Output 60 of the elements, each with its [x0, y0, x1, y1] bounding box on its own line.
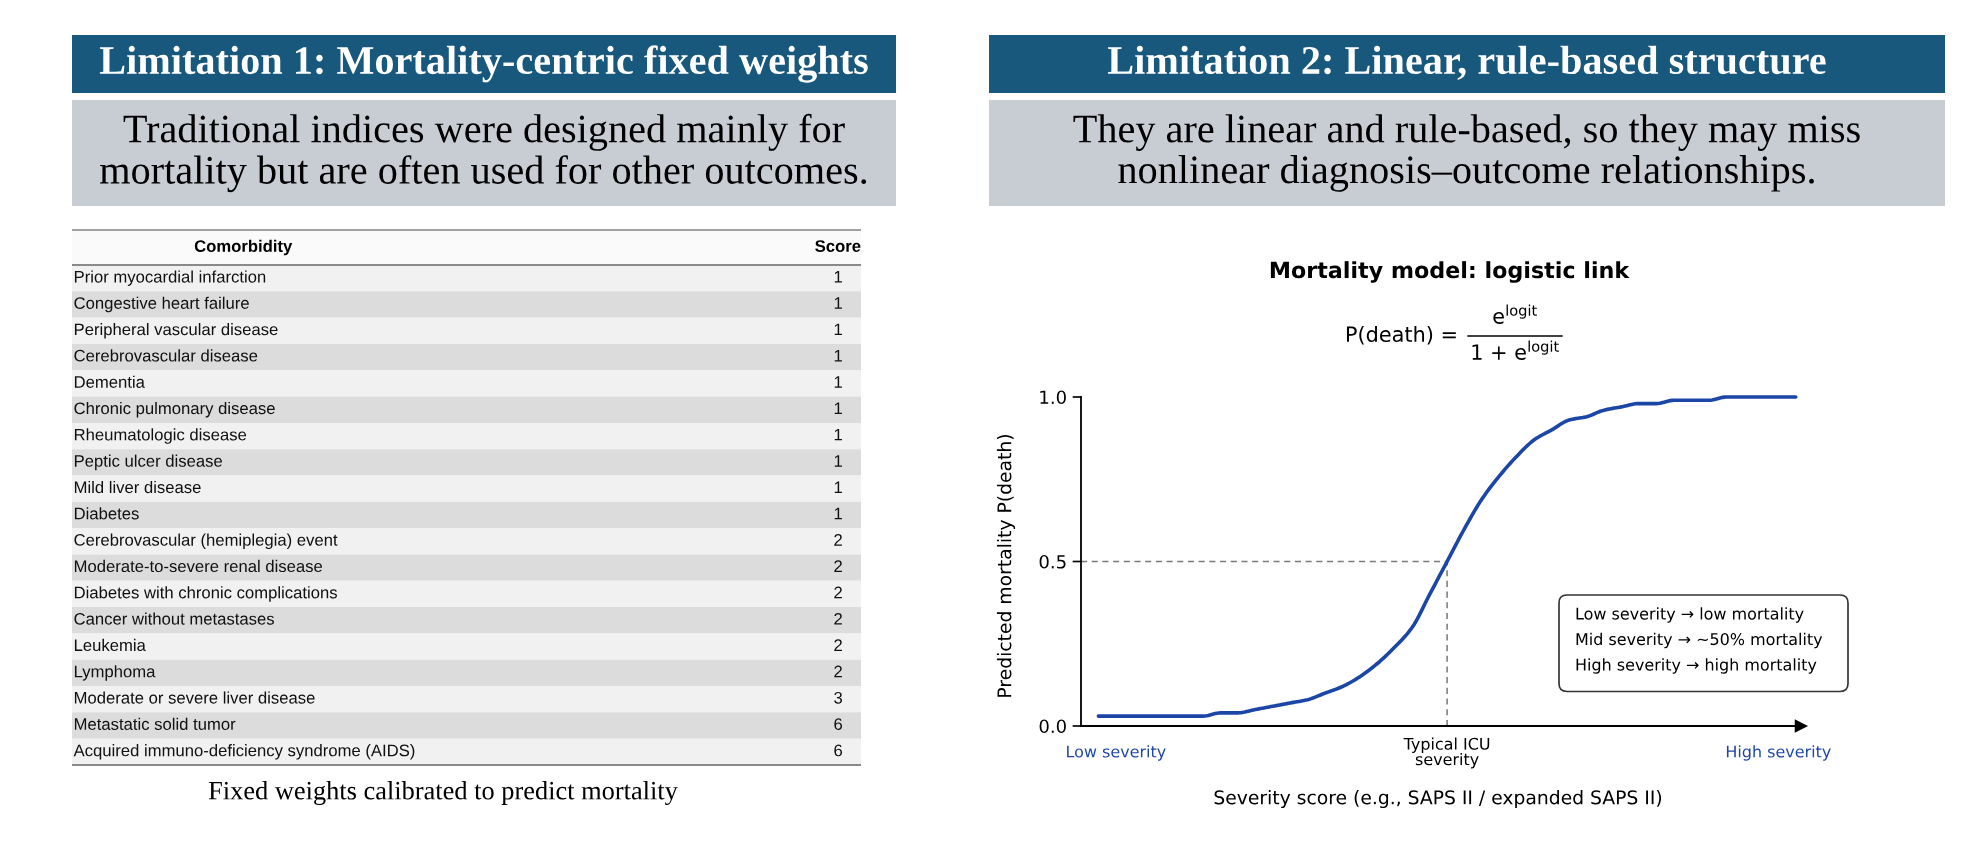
category-label: Diabetes [74, 507, 139, 520]
chart-subtitle: They are linear and rule-based, so they may miss nonlinear diagnosis–outcome relationships. [1073, 114, 1860, 192]
text: e$^{logit}$ [1493, 304, 1537, 324]
data-label: 3 [834, 691, 843, 704]
category-label: Leukemia [74, 638, 146, 652]
data-label: 1 [834, 455, 842, 467]
category-label: Acquired immuno-deficiency syndrome (AIDS) [73, 744, 415, 760]
text: P(death) = [1346, 325, 1456, 345]
y-tick-label: 1.0 [1040, 390, 1066, 405]
data-label: 2 [834, 560, 842, 572]
category-label: Mild liver disease [74, 480, 201, 494]
text: Mortality model: logistic link [1270, 261, 1630, 283]
data-label: 2 [834, 612, 842, 625]
category-label: Lymphoma [74, 665, 156, 681]
text: Score [815, 240, 861, 252]
data-label: 1 [834, 428, 842, 441]
category-label: Moderate-to-severe renal disease [74, 559, 323, 573]
y-tick-label: 0.5 [1039, 554, 1066, 569]
category-label: Cerebrovascular disease [74, 349, 258, 362]
category-label: Metastatic solid tumor [74, 717, 236, 730]
category-label: Rheumatologic disease [74, 428, 247, 444]
data-label: 1 [834, 376, 842, 388]
annotation: Mid severity → ~50% mortality [1576, 632, 1823, 649]
category-label: Diabetes with chronic complications [74, 586, 337, 602]
x-tick-label: High severity [1726, 745, 1831, 761]
data-label: 1 [834, 402, 842, 415]
text: Traditional indices were designed mainly for mortality but are often used for other outcomes. [100, 113, 867, 193]
category-label: Peripheral vascular disease [74, 323, 278, 339]
data-label: 1 [834, 323, 842, 336]
data-label: 2 [834, 533, 842, 546]
chart-title: Limitation 2: Linear, rule-based structure [1107, 45, 1826, 80]
data-label: 1 [834, 271, 842, 283]
text: Comorbidity [194, 239, 293, 256]
category-label: Moderate or severe liver disease [74, 691, 315, 704]
data-label: 1 [834, 349, 842, 362]
annotation: High severity → high mortality [1576, 658, 1817, 674]
data-label: 2 [834, 586, 842, 599]
y-tick-label: 0.0 [1039, 719, 1066, 734]
category-label: Dementia [74, 375, 145, 388]
category-label: Chronic pulmonary disease [74, 401, 275, 418]
data-label: 1 [834, 481, 842, 493]
data-label: 6 [834, 744, 843, 757]
annotation: Low severity → low mortality [1576, 607, 1804, 623]
category-label: Congestive heart failure [74, 296, 249, 313]
y-axis-title: Predicted mortality P(death) [996, 435, 1016, 697]
text: 1 + e$^{logit}$ [1472, 340, 1559, 360]
data-label: 2 [834, 665, 842, 678]
data-label: 1 [834, 507, 842, 520]
data-label: 6 [834, 718, 843, 730]
x-axis-title: Severity score (e.g., SAPS II / expanded SAPS II) [1214, 789, 1662, 809]
data-label: 1 [834, 297, 842, 309]
data-label: 2 [834, 639, 842, 651]
category-label: Peptic ulcer disease [74, 454, 222, 471]
x-tick-label: Low severity [1067, 745, 1166, 761]
text: Limitation 1: Mortality-centric fixed weights [99, 45, 868, 83]
text: Fixed weights calibrated to predict mortality [208, 781, 678, 805]
category-label: Cerebrovascular (hemiplegia) event [74, 533, 338, 550]
category-label: Prior myocardial infarction [74, 270, 266, 286]
category-label: Cancer without metastases [74, 612, 274, 625]
x-tick-label: Typical ICU severity [1403, 737, 1490, 769]
